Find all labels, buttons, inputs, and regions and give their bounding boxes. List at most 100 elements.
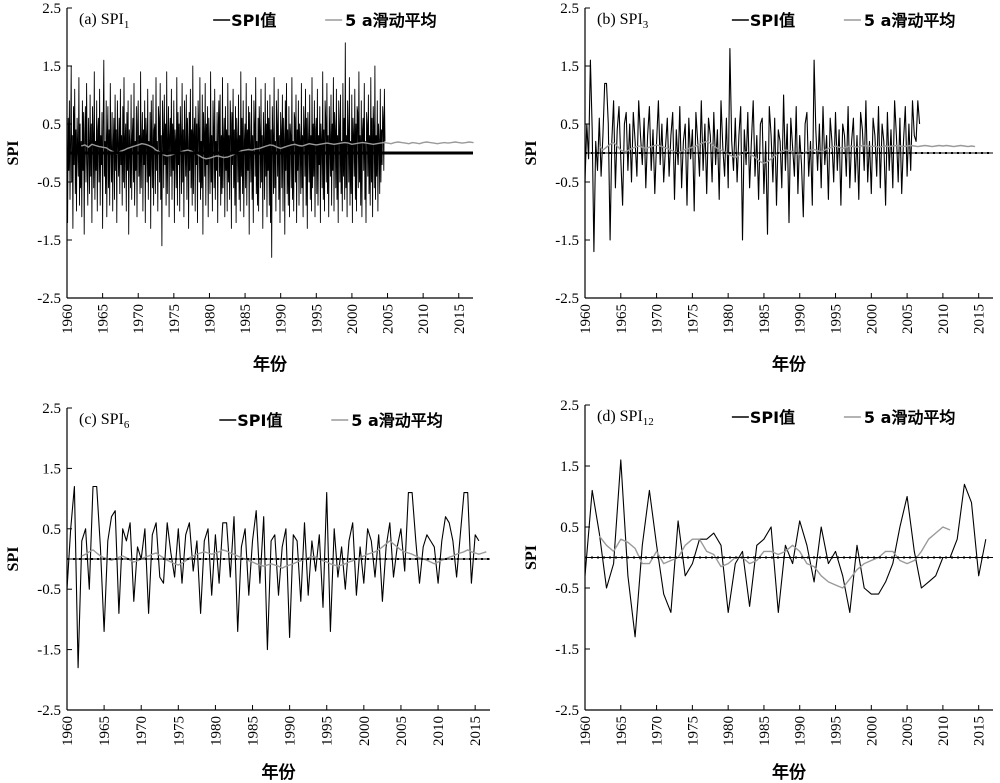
y-tick-label: -0.5 xyxy=(37,175,61,191)
spi-series-line xyxy=(584,48,921,253)
y-tick-label: 0.5 xyxy=(42,522,61,538)
x-tick-label: 2005 xyxy=(900,716,916,746)
y-tick-label: 1.5 xyxy=(560,59,579,75)
panel-title-main: (a) SPI xyxy=(79,11,124,28)
chart-panel-1: -2.5 -1.5 -0.5 0.5 1.5 2.5 1960 1965 1970 1975 198… xyxy=(5,1,474,375)
panel-title: (b) SPI3 xyxy=(597,11,649,31)
y-tick-label: 1.5 xyxy=(42,461,61,477)
x-tick-label: 2010 xyxy=(936,304,952,334)
x-tick-label: 2010 xyxy=(416,304,432,334)
x-tick-label: 1995 xyxy=(829,716,845,746)
y-tick-label: 0.5 xyxy=(560,117,579,133)
y-tick-label: -1.5 xyxy=(555,642,579,658)
x-tick-label: 2015 xyxy=(972,716,988,746)
x-tick-label: 2015 xyxy=(468,716,484,746)
legend-label-spi: SPI值 xyxy=(231,11,276,30)
x-tick-label: 2000 xyxy=(345,304,361,334)
x-tick-label: 2010 xyxy=(936,716,952,746)
y-axis-title: SPI xyxy=(5,141,22,166)
x-tick-label: 1980 xyxy=(202,304,218,334)
x-axis-title: 年份 xyxy=(772,762,807,783)
panel-title: (d) SPI12 xyxy=(597,408,654,428)
y-tick-label: 2.5 xyxy=(42,401,61,417)
x-tick-label: 1980 xyxy=(721,304,737,334)
legend-label-moving-average: 5 a滑动平均 xyxy=(864,11,956,30)
x-tick-label: 2000 xyxy=(864,304,880,334)
spi-series-line xyxy=(66,485,480,669)
x-tick-label: 2005 xyxy=(381,304,397,334)
x-axis-title: 年份 xyxy=(253,354,288,375)
panel-title-subscript: 6 xyxy=(124,419,130,431)
panel-title-main: (d) SPI xyxy=(597,408,643,425)
x-tick-label: 1965 xyxy=(96,304,112,334)
panel-title: (c) SPI6 xyxy=(79,411,130,431)
chart-panel-2: -2.5 -1.5 -0.5 0.5 1.5 2.5 1960 1965 1970 1975 198… xyxy=(523,1,993,375)
x-tick-label: 1975 xyxy=(167,304,183,334)
panel-title-subscript: 12 xyxy=(643,416,654,428)
x-tick-label: 2000 xyxy=(864,716,880,746)
y-tick-label: -1.5 xyxy=(37,233,61,249)
y-tick-label: -0.5 xyxy=(37,582,61,598)
x-tick-label: 1975 xyxy=(685,716,701,746)
x-tick-label: 1985 xyxy=(246,716,262,746)
y-tick-label: -1.5 xyxy=(37,643,61,659)
x-tick-label: 2005 xyxy=(900,304,916,334)
panel-title-main: (b) SPI xyxy=(597,11,643,28)
y-axis-title: SPI xyxy=(523,545,540,570)
x-tick-label: 1995 xyxy=(309,304,325,334)
y-axis-title: SPI xyxy=(523,141,540,166)
x-tick-label: 1995 xyxy=(320,716,336,746)
x-tick-label: 1985 xyxy=(757,716,773,746)
x-tick-label: 1985 xyxy=(238,304,254,334)
panel-title-main: (c) SPI xyxy=(79,411,124,428)
y-tick-label: 2.5 xyxy=(560,398,579,414)
legend-label-spi: SPI值 xyxy=(750,408,795,427)
moving-average-line xyxy=(81,540,487,569)
y-tick-label: 0.5 xyxy=(560,520,579,536)
y-tick-label: -0.5 xyxy=(555,175,579,191)
moving-average-line xyxy=(598,526,951,589)
x-tick-label: 1980 xyxy=(721,716,737,746)
y-tick-label: -2.5 xyxy=(555,703,579,719)
x-tick-label: 1965 xyxy=(614,716,630,746)
y-tick-label: 1.5 xyxy=(560,459,579,475)
x-tick-label: 1970 xyxy=(134,716,150,746)
x-tick-label: 1960 xyxy=(60,304,76,334)
x-tick-label: 1970 xyxy=(650,716,666,746)
x-tick-label: 2015 xyxy=(452,304,468,334)
x-tick-label: 1960 xyxy=(578,304,594,334)
x-axis-title: 年份 xyxy=(772,354,807,375)
x-tick-label: 1995 xyxy=(829,304,845,334)
legend-label-moving-average: 5 a滑动平均 xyxy=(351,411,443,430)
x-tick-label: 2010 xyxy=(431,716,447,746)
x-tick-label: 2005 xyxy=(394,716,410,746)
y-tick-label: 2.5 xyxy=(42,1,61,17)
spi-series-line xyxy=(584,459,987,638)
y-tick-label: -2.5 xyxy=(555,291,579,307)
legend-label-moving-average: 5 a滑动平均 xyxy=(345,11,437,30)
chart-panel-4: -2.5 -1.5 -0.5 0.5 1.5 2.5 1960 1965 1970 1975 198… xyxy=(523,398,993,783)
chart-panel-3: -2.5 -1.5 -0.5 0.5 1.5 2.5 1960 1965 1970 1975 198… xyxy=(5,401,490,783)
x-tick-label: 1965 xyxy=(97,716,113,746)
y-tick-label: -2.5 xyxy=(37,291,61,307)
x-axis-title: 年份 xyxy=(262,762,297,783)
spi-series-line xyxy=(66,42,386,258)
x-tick-label: 1990 xyxy=(274,304,290,334)
x-tick-label: 1960 xyxy=(60,716,76,746)
y-tick-label: -1.5 xyxy=(555,233,579,249)
panel-title: (a) SPI1 xyxy=(79,11,129,31)
x-tick-label: 1975 xyxy=(171,716,187,746)
x-tick-label: 1970 xyxy=(650,304,666,334)
legend-label-spi: SPI值 xyxy=(237,411,282,430)
x-tick-label: 2015 xyxy=(972,304,988,334)
x-tick-label: 2000 xyxy=(357,716,373,746)
y-tick-label: -2.5 xyxy=(37,703,61,719)
y-tick-label: -0.5 xyxy=(555,581,579,597)
moving-average-line xyxy=(598,140,976,165)
y-tick-label: 1.5 xyxy=(42,59,61,75)
legend-label-moving-average: 5 a滑动平均 xyxy=(864,408,956,427)
y-axis-title: SPI xyxy=(5,547,22,572)
legend-label-spi: SPI值 xyxy=(750,11,795,30)
x-tick-label: 1980 xyxy=(208,716,224,746)
